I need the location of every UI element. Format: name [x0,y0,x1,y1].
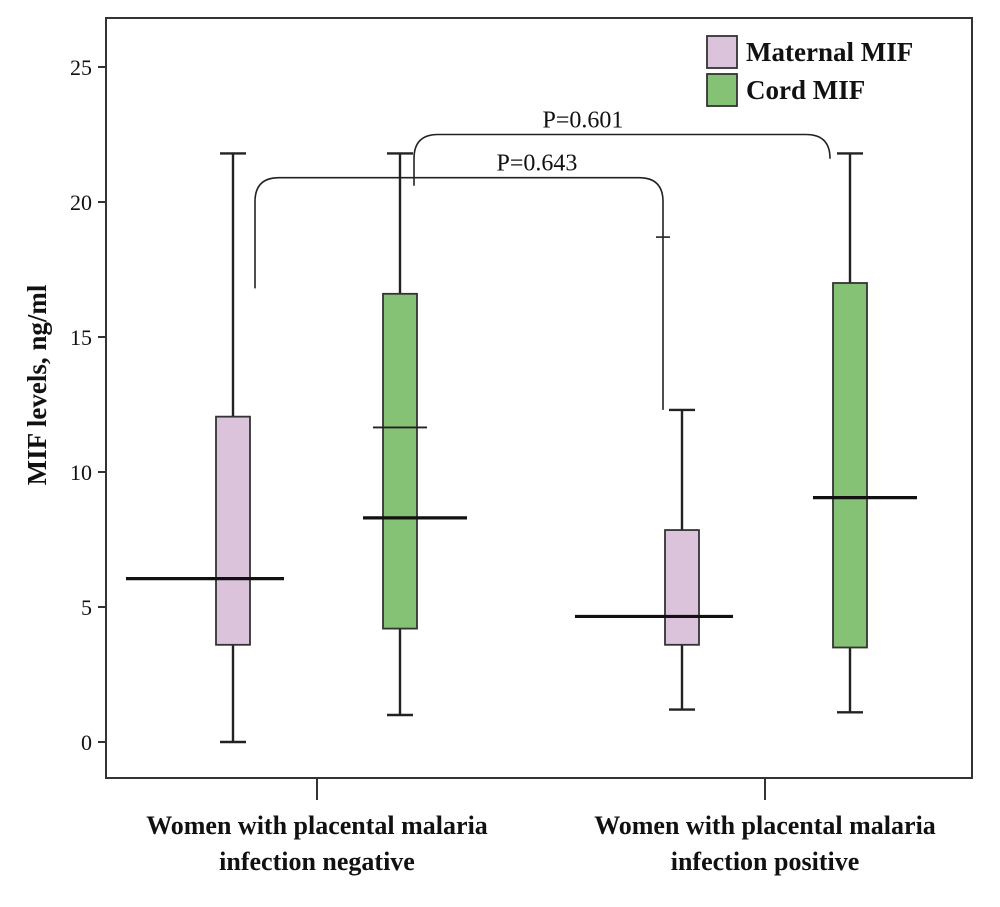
p-value-label-maternal: P=0.643 [497,151,578,177]
y-tick-label: 10 [70,460,92,485]
y-tick-label: 0 [81,730,92,755]
iqr-box [382,292,418,630]
bracket-cord-comparison [413,133,831,186]
legend: Maternal MIF Cord MIF [706,35,913,107]
iqr-box [832,282,868,649]
legend-swatch-maternal [706,35,738,69]
bracket-maternal-comparison [254,176,664,410]
legend-label-maternal: Maternal MIF [746,37,913,67]
significance-brackets: P=0.643 P=0.601 [254,108,831,410]
x-category-label-line2: infection negative [219,847,415,876]
p-value-label-cord: P=0.601 [543,108,624,134]
box-cord-positive [813,152,917,714]
x-axis: Women with placental malaria infection ne… [146,778,936,876]
x-category-label-line1: Women with placental malaria [146,811,488,840]
y-tick-label: 20 [70,190,92,215]
y-axis-title: MIF levels, ng/ml [22,284,52,485]
legend-swatch-cord [706,73,738,107]
y-tick-label: 25 [70,55,92,80]
box-cord-negative [363,152,467,717]
plot-frame [105,17,973,779]
box-maternal-positive [575,408,733,711]
y-tick-label: 5 [81,595,92,620]
iqr-box [664,529,700,646]
legend-label-cord: Cord MIF [746,75,865,105]
x-category-label-line1: Women with placental malaria [594,811,936,840]
y-axis: 0 5 10 15 20 25 MIF levels, ng/ml [22,55,106,755]
y-tick-label: 15 [70,325,92,350]
x-category-label-line2: infection positive [671,847,860,876]
box-series [126,152,917,744]
iqr-box [215,415,251,646]
box-maternal-negative [126,152,284,744]
